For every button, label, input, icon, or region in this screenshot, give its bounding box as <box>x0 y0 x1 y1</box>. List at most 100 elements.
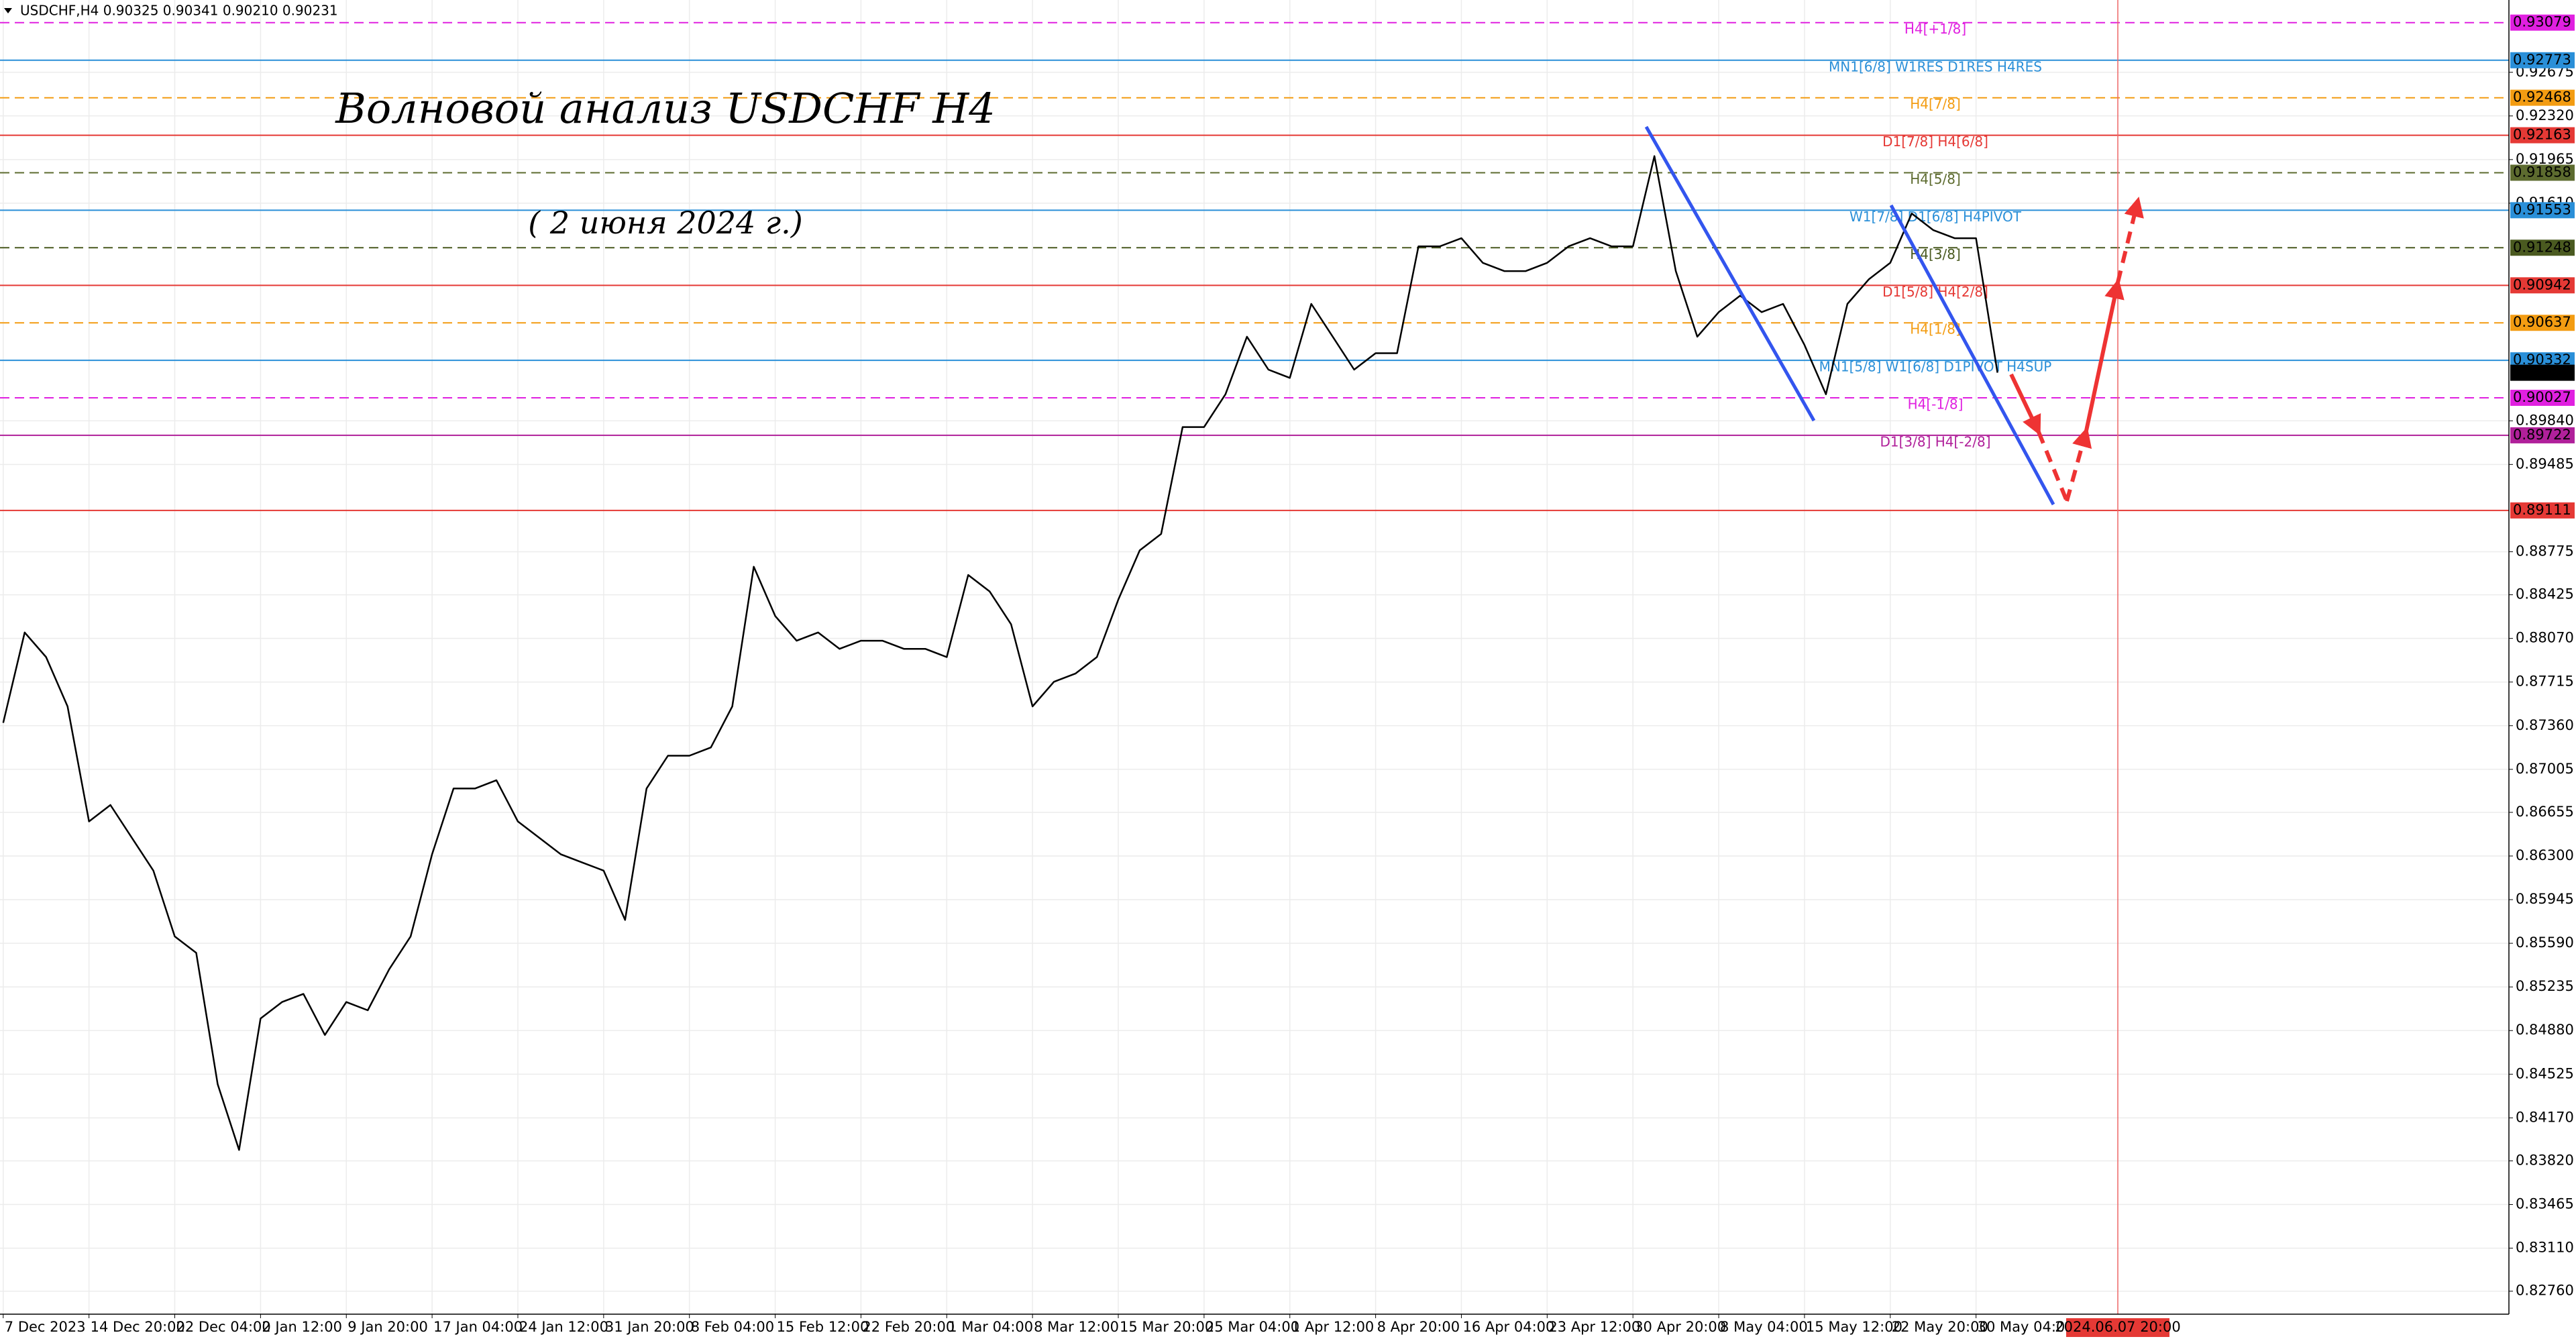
x-tick-label: 9 Jan 20:00 <box>347 1319 428 1335</box>
y-tick-label: 0.83110 <box>2516 1240 2574 1256</box>
x-tick-label: 16 Apr 04:00 <box>1462 1319 1554 1335</box>
x-tick-label: 7 Dec 2023 <box>5 1319 86 1335</box>
cursor-label: 2024.06.07 20:00 <box>2055 1319 2180 1335</box>
price-box <box>2510 427 2575 443</box>
y-tick-label: 0.85235 <box>2516 978 2574 994</box>
y-tick-label: 0.89840 <box>2516 412 2574 428</box>
y-tick-label: 0.86655 <box>2516 804 2574 820</box>
level-label: MN1[6/8] W1RES D1RES H4RES <box>1829 58 2042 74</box>
y-tick-label: 0.85590 <box>2516 934 2574 951</box>
y-tick-label: 0.91965 <box>2516 151 2574 167</box>
price-box-label: 0.92163 <box>2513 127 2571 143</box>
x-tick-label: 8 Apr 20:00 <box>1377 1319 1460 1335</box>
price-box-label: 0.92468 <box>2513 89 2571 105</box>
y-tick-label: 0.92320 <box>2516 107 2574 123</box>
price-box-label: 0.90637 <box>2513 314 2571 330</box>
x-tick-label: 22 Dec 04:00 <box>176 1319 271 1335</box>
forecast-arrow <box>2009 373 2041 436</box>
price-box <box>2510 52 2575 68</box>
chart-title: Волновой анализ USDCHF H4 <box>335 84 995 133</box>
price-box <box>2510 502 2575 519</box>
price-box <box>2510 202 2575 219</box>
menu-icon[interactable] <box>4 8 12 13</box>
level-label: H4[5/8] <box>1910 171 1961 187</box>
price-box <box>2510 14 2575 31</box>
x-tick-label: 22 Feb 20:00 <box>862 1319 955 1335</box>
price-box-label: 0.91248 <box>2513 239 2571 255</box>
x-tick-label: 1 Mar 04:00 <box>948 1319 1033 1335</box>
level-label: MN1[5/8] W1[6/8] D1PIVOT H4SUP <box>1819 359 2052 375</box>
price-box-label: 0.92773 <box>2513 52 2571 68</box>
forecast-arrow <box>2037 431 2069 502</box>
level-label: H4[7/8] <box>1910 96 1961 112</box>
price-box-label: 0.91553 <box>2513 201 2571 217</box>
trend-line <box>1889 204 2055 506</box>
y-tick-label: 0.85945 <box>2516 891 2574 907</box>
y-tick-label: 0.88425 <box>2516 586 2574 602</box>
level-label: H4[+1/8] <box>1904 21 1966 37</box>
y-tick-label: 0.84525 <box>2516 1065 2574 1081</box>
axis-labels: 0.926750.923200.919650.916100.898400.894… <box>3 14 2575 1337</box>
price-box <box>2510 315 2575 331</box>
x-tick-label: 17 Jan 04:00 <box>433 1319 523 1335</box>
y-tick-label: 0.87360 <box>2516 717 2574 733</box>
price-box <box>2510 89 2575 106</box>
y-tick-label: 0.83465 <box>2516 1196 2574 1212</box>
y-tick-label: 0.88775 <box>2516 543 2574 559</box>
wave-drawings <box>1644 125 2144 506</box>
x-tick-label: 22 May 20:00 <box>1892 1319 1988 1335</box>
x-tick-label: 8 Mar 12:00 <box>1034 1319 1119 1335</box>
price-box <box>2510 390 2575 407</box>
x-tick-label: 24 Jan 12:00 <box>519 1319 608 1335</box>
x-tick-label: 23 Apr 12:00 <box>1548 1319 1640 1335</box>
y-tick-label: 0.87005 <box>2516 761 2574 777</box>
price-box-label: 0.90027 <box>2513 389 2571 405</box>
y-tick-label: 0.87715 <box>2516 674 2574 690</box>
current-price-box <box>2510 364 2575 381</box>
forecast-arrow <box>2116 197 2144 283</box>
header: USDCHF,H4 0.90325 0.90341 0.90210 0.9023… <box>20 3 338 19</box>
y-tick-label: 0.89485 <box>2516 456 2574 472</box>
x-tick-label: 25 Mar 04:00 <box>1205 1319 1299 1335</box>
x-tick-label: 14 Dec 20:00 <box>91 1319 185 1335</box>
series <box>2 155 1998 1151</box>
x-tick-label: 8 Feb 04:00 <box>691 1319 774 1335</box>
y-tick-label: 0.88070 <box>2516 630 2574 646</box>
level-label: D1[7/8] H4[6/8] <box>1882 133 1988 150</box>
x-tick-label: 15 Feb 12:00 <box>777 1319 869 1335</box>
chart-subtitle: ( 2 июня 2024 г.) <box>528 205 802 241</box>
y-tick-label: 0.82760 <box>2516 1283 2574 1299</box>
y-tick-label: 0.84880 <box>2516 1022 2574 1038</box>
grid <box>0 0 2509 1314</box>
levels: H4[+1/8] MN1[6/8] W1RES D1RES H4RES H4[7/8… <box>0 21 2509 511</box>
y-tick-label: 0.84170 <box>2516 1109 2574 1125</box>
price-box-label: 0.91858 <box>2513 164 2571 180</box>
x-tick-label: 2 Jan 12:00 <box>262 1319 342 1335</box>
x-tick-label: 30 Apr 20:00 <box>1634 1319 1726 1335</box>
x-tick-label: 1 Apr 12:00 <box>1291 1319 1375 1335</box>
current-price-label: 0.90231 <box>2513 364 2571 380</box>
price-box <box>2510 239 2575 256</box>
level-label: W1[7/8] D1[6/8] H4PIVOT <box>1849 209 2022 225</box>
level-label: H4[-1/8] <box>1908 396 1964 413</box>
forecast-arrow <box>2084 278 2125 431</box>
price-box-label: 0.89111 <box>2513 502 2571 518</box>
price-box <box>2510 127 2575 144</box>
x-tick-label: 15 Mar 20:00 <box>1120 1319 1214 1335</box>
price-box <box>2510 277 2575 294</box>
y-tick-label: 0.83820 <box>2516 1152 2574 1168</box>
trend-line <box>1644 125 1816 422</box>
cursor-label-box <box>2066 1318 2169 1337</box>
price-box-label: 0.93079 <box>2513 14 2571 30</box>
level-label: D1[3/8] H4[-2/8] <box>1880 433 1990 449</box>
price-box <box>2510 164 2575 181</box>
x-tick-label: 15 May 12:00 <box>1806 1319 1902 1335</box>
level-label: H4[1/8] <box>1910 321 1961 337</box>
price-line <box>2 155 1998 1151</box>
y-tick-label: 0.86300 <box>2516 847 2574 863</box>
x-tick-label: 8 May 04:00 <box>1720 1319 1808 1335</box>
forecast-arrow <box>2065 427 2092 502</box>
x-tick-label: 31 Jan 20:00 <box>605 1319 694 1335</box>
